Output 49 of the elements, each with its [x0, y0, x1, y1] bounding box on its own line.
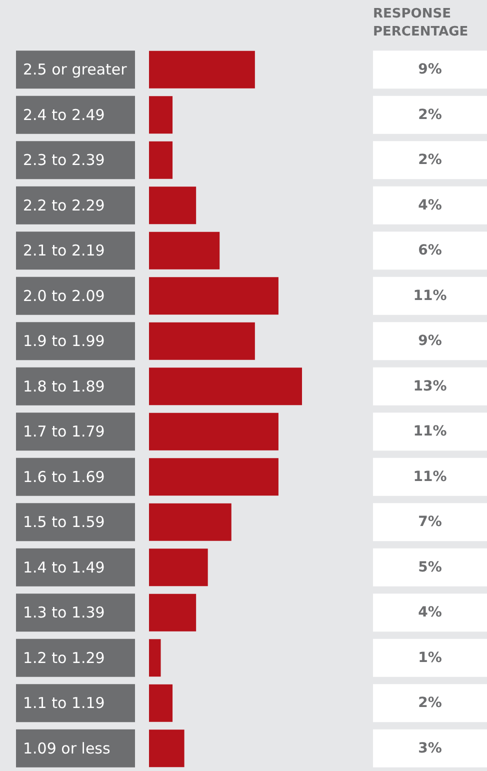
data-label: 2% — [418, 695, 442, 712]
data-label: 4% — [418, 197, 442, 214]
y-tick-label: 1.4 to 1.49 — [23, 558, 105, 576]
data-label: 5% — [418, 559, 442, 576]
bar — [149, 141, 173, 179]
bar — [149, 368, 302, 406]
bar — [149, 322, 255, 360]
bar — [149, 730, 184, 768]
y-tick-label: 1.7 to 1.79 — [23, 422, 105, 441]
bar — [149, 96, 173, 134]
data-label: 13% — [413, 378, 447, 394]
y-tick-label: 1.3 to 1.39 — [23, 604, 105, 622]
data-label: 2% — [418, 152, 442, 168]
y-tick-label: 2.5 or greater — [23, 60, 128, 79]
bar — [149, 50, 255, 88]
bar — [149, 503, 232, 541]
data-label: 3% — [418, 740, 442, 756]
bar — [149, 639, 161, 677]
y-tick-label: 2.2 to 2.29 — [23, 196, 105, 214]
y-tick-label: 1.1 to 1.19 — [23, 694, 105, 712]
y-tick-label: 1.5 to 1.59 — [23, 513, 105, 532]
y-tick-label: 2.3 to 2.39 — [23, 151, 105, 170]
y-tick-label: 1.6 to 1.69 — [23, 468, 105, 486]
y-tick-label: 1.2 to 1.29 — [23, 648, 105, 667]
data-label: 11% — [413, 288, 447, 304]
data-label: 7% — [418, 514, 442, 530]
bar — [149, 412, 278, 450]
data-label: 11% — [413, 424, 447, 440]
bar — [149, 548, 208, 586]
y-tick-label: 2.4 to 2.49 — [23, 106, 105, 124]
bar — [149, 594, 196, 632]
y-tick-label: 1.09 or less — [23, 739, 110, 758]
text: RESPONSE PERCENTAGE — [373, 6, 468, 40]
data-label: 9% — [418, 333, 442, 350]
data-label: 11% — [413, 468, 447, 485]
bar — [149, 458, 278, 496]
bar — [149, 186, 196, 224]
data-label: 1% — [418, 650, 442, 666]
data-label: 9% — [418, 62, 442, 78]
y-tick-label: 2.0 to 2.09 — [23, 286, 105, 305]
data-label: 6% — [418, 242, 442, 259]
data-label: 2% — [418, 106, 442, 123]
bar — [149, 684, 173, 722]
bar — [149, 277, 278, 315]
y-tick-label: 1.8 to 1.89 — [23, 377, 105, 396]
y-tick-label: 2.1 to 2.19 — [23, 242, 105, 260]
bar — [149, 232, 220, 270]
data-label: 4% — [418, 604, 442, 621]
y-tick-label: 1.9 to 1.99 — [23, 332, 105, 350]
